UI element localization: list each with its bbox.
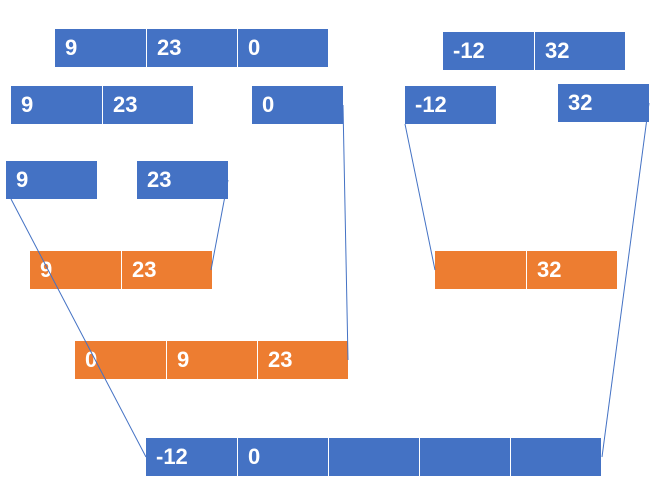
array-cell: -12	[146, 438, 237, 476]
array-cell: -12	[443, 32, 534, 70]
array-cell: 32	[534, 32, 625, 70]
array-cell: 23	[121, 251, 212, 289]
array-cell: 32	[526, 251, 617, 289]
array-cell: 0	[237, 29, 328, 67]
array-cell: 0	[252, 86, 343, 124]
connector-line	[404, 123, 436, 271]
array-cell	[419, 438, 510, 476]
array-cell: 23	[146, 29, 237, 67]
array-cell: 23	[137, 161, 228, 199]
array-cell	[435, 251, 526, 289]
array-cell: 0	[75, 341, 166, 379]
connector-line	[342, 104, 349, 361]
array-cell: 9	[55, 29, 146, 67]
array-cell: 9	[11, 86, 102, 124]
array-cell: 0	[237, 438, 328, 476]
array-cell: 9	[6, 161, 97, 199]
array-cell: 9	[30, 251, 121, 289]
array-cell: 23	[102, 86, 193, 124]
array-cell: -12	[405, 86, 496, 124]
connector-line	[10, 198, 147, 458]
array-cell: 23	[257, 341, 348, 379]
array-cell	[510, 438, 601, 476]
array-cell: 9	[166, 341, 257, 379]
array-cell	[328, 438, 419, 476]
array-cell: 32	[558, 84, 649, 122]
